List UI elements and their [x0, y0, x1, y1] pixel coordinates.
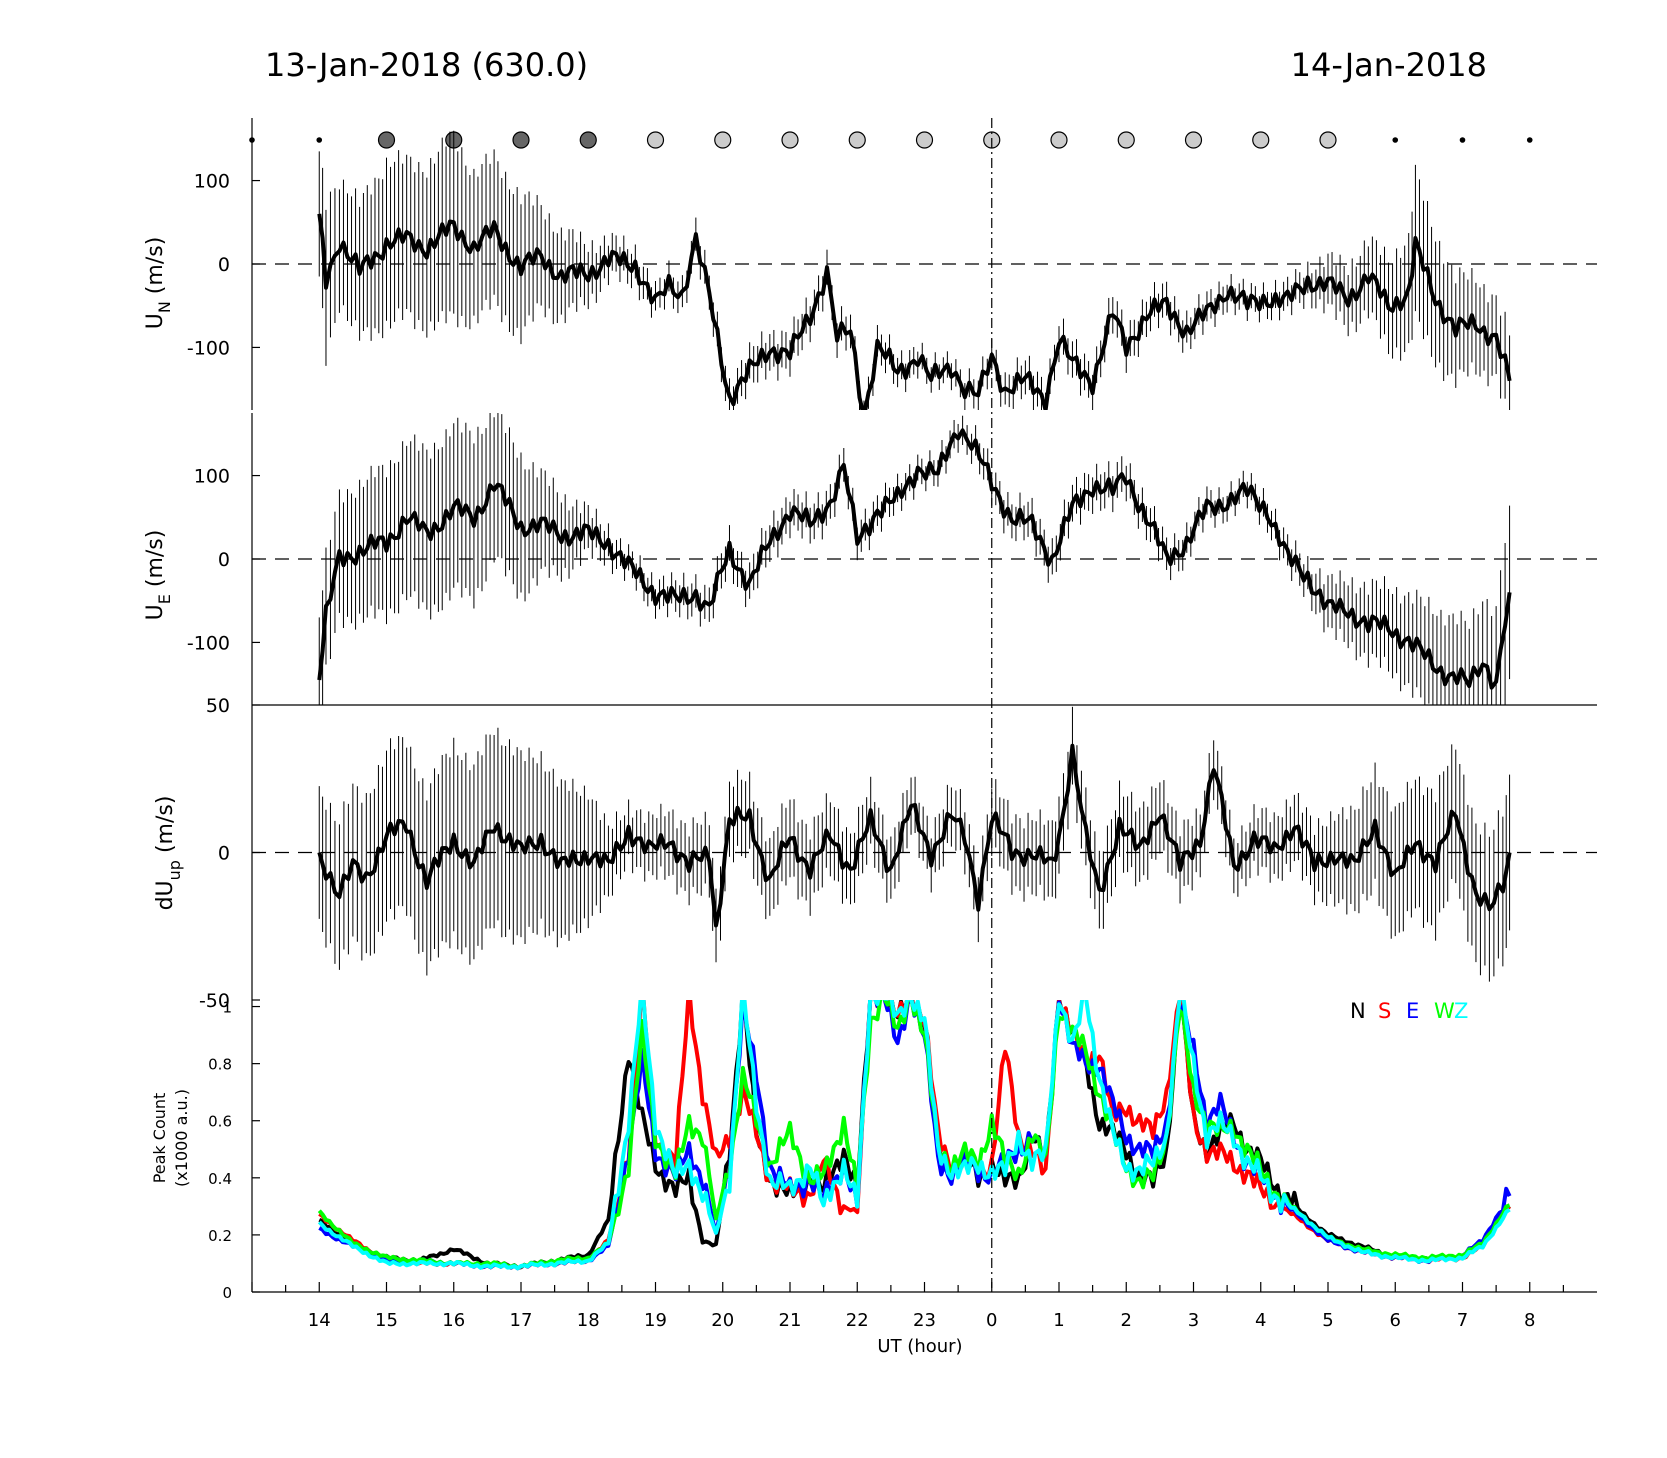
- peak-line-N: [318, 1000, 1511, 1270]
- un-y-tick-label: -100: [187, 337, 230, 359]
- dup-ylabel: dUup (m/s): [153, 796, 184, 911]
- marker-dot: [1459, 137, 1466, 143]
- x-tick-label: 5: [1322, 1310, 1333, 1331]
- x-tick-label: 6: [1390, 1310, 1401, 1331]
- x-tick-label: 20: [711, 1310, 734, 1331]
- ue-axes: 100 0 -100: [187, 413, 260, 705]
- x-tick-label: 2: [1121, 1310, 1132, 1331]
- dup-y-tick-label: 0: [218, 843, 230, 865]
- x-tick-label: 14: [308, 1310, 331, 1331]
- un-y-tick-label: 100: [194, 171, 230, 193]
- dup-series: [252, 706, 1597, 982]
- x-tick-label: 21: [779, 1310, 802, 1331]
- panel-ue: 100 0 -100 UE (m/s): [143, 413, 1597, 705]
- marker-light: [915, 131, 934, 149]
- x-tick-label: 18: [577, 1310, 600, 1331]
- peak-series: [317, 1000, 1512, 1271]
- marker-dot: [1526, 137, 1533, 143]
- un-y-tick-label: 0: [218, 254, 230, 276]
- peak-y-tick-label: 0.6: [208, 1113, 232, 1131]
- marker-dot: [316, 137, 323, 143]
- legend-item-W: W: [1434, 999, 1455, 1023]
- panel-peak: 1 0.8 0.6 0.4 0.2 0 Peak Count (x1000 a.u.) N…: [150, 999, 1597, 1302]
- ue-series: [252, 413, 1597, 705]
- header-right-date: 14-Jan-2018: [1291, 46, 1487, 84]
- peak-line-E: [318, 1000, 1512, 1271]
- ue-y-tick-label: -100: [187, 632, 230, 654]
- x-tick-label: 23: [913, 1310, 936, 1331]
- un-series: [252, 130, 1597, 410]
- marker-dark: [377, 131, 396, 149]
- marker-light: [1117, 131, 1135, 149]
- ue-ylabel: UE (m/s): [143, 530, 174, 621]
- sky-markers: [249, 131, 1533, 149]
- x-tick-label: 8: [1524, 1310, 1535, 1331]
- ue-y-tick-label: 0: [218, 549, 230, 571]
- un-ylabel: UN (m/s): [143, 237, 174, 330]
- marker-dark: [512, 131, 530, 149]
- peak-line-W: [317, 1000, 1511, 1270]
- legend-item-Z: Z: [1454, 999, 1468, 1023]
- marker-dark: [579, 131, 597, 149]
- un-plot-area: [252, 130, 1597, 410]
- peak-ylabel-line2: (x1000 a.u.): [172, 1089, 191, 1187]
- x-tick-label: 17: [510, 1310, 533, 1331]
- panel-dup: 50 0 -50 dUup (m/s): [153, 695, 1597, 1012]
- peak-y-tick-label: 0.8: [208, 1056, 232, 1074]
- marker-light: [781, 131, 799, 149]
- dup-y-tick-label: 50: [206, 695, 230, 717]
- marker-light: [1184, 131, 1203, 149]
- x-axis-label: UT (hour): [877, 1336, 962, 1357]
- x-tick-label: 16: [442, 1310, 465, 1331]
- marker-light: [1050, 131, 1068, 149]
- peak-y-tick-label: 0: [222, 1284, 232, 1302]
- marker-light: [1252, 131, 1270, 149]
- x-tick-label: 22: [846, 1310, 869, 1331]
- x-tick-label: 3: [1188, 1310, 1199, 1331]
- peak-y-tick-label: 0.2: [208, 1227, 232, 1245]
- marker-light: [646, 131, 665, 149]
- x-tick-label: 0: [986, 1310, 997, 1331]
- panel-un: 100 0 -100 UN (m/s): [143, 118, 1597, 410]
- ue-line: [317, 428, 1512, 690]
- marker-light: [848, 131, 866, 149]
- x-tick-label: 4: [1255, 1310, 1266, 1331]
- peak-plot-area: [317, 1000, 1512, 1271]
- peak-y-tick-label: 1: [222, 999, 232, 1017]
- marker-light: [714, 131, 732, 149]
- ue-plot-area: [252, 413, 1597, 705]
- dup-line: [317, 743, 1512, 928]
- peak-y-tick-label: 0.4: [208, 1170, 232, 1188]
- x-tick-label: 7: [1457, 1310, 1468, 1331]
- un-line: [317, 213, 1512, 410]
- dup-plot-area: [252, 706, 1597, 982]
- marker-dot: [1392, 137, 1399, 143]
- ue-y-tick-label: 100: [194, 466, 230, 488]
- marker-light: [1319, 131, 1337, 149]
- legend-item-N: N: [1350, 999, 1366, 1023]
- x-axis: 14 15 16 17 18 19 20 21 22 23 0 1 2 3 4 5 6 7 8: [251, 1282, 1564, 1331]
- x-tick-label: 15: [375, 1310, 398, 1331]
- peak-line-S: [318, 1000, 1511, 1271]
- x-tick-label: 19: [644, 1310, 667, 1331]
- peak-line-Z: [317, 1000, 1511, 1271]
- header-left-date: 13-Jan-2018 (630.0): [265, 46, 588, 84]
- dup-axes: 50 0 -50: [199, 695, 1597, 1012]
- legend-item-E: E: [1406, 999, 1419, 1023]
- peak-ylabel-line1: Peak Count: [150, 1093, 169, 1184]
- legend-item-S: S: [1378, 999, 1391, 1023]
- dup-y-tick-label: -50: [199, 990, 230, 1012]
- x-tick-label: 1: [1053, 1310, 1064, 1331]
- un-axes: 100 0 -100: [187, 118, 260, 410]
